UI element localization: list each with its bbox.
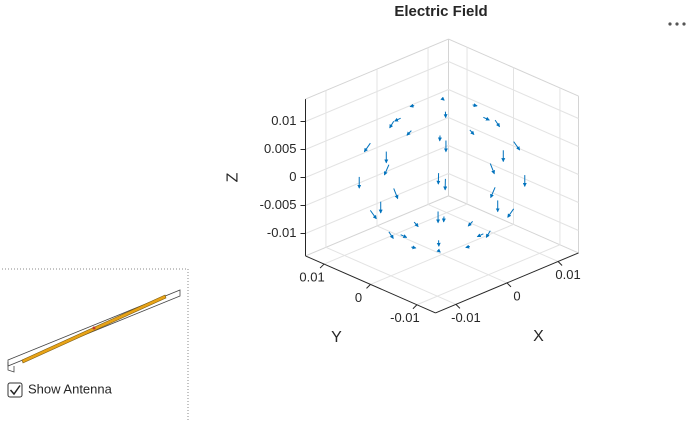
z-tick-label: 0.005 <box>264 141 297 156</box>
grid-line <box>448 89 579 147</box>
y-tick-label: 0.01 <box>299 269 324 284</box>
x-tick-label: 0 <box>513 288 520 303</box>
field-arrow <box>507 208 515 218</box>
field-arrow <box>400 234 408 238</box>
field-arrow <box>363 142 371 153</box>
x-tick <box>455 303 461 309</box>
x-tick <box>557 261 563 266</box>
field-arrow <box>413 221 419 228</box>
grid-line <box>370 223 514 285</box>
more-options[interactable] <box>668 22 686 26</box>
show-antenna-checkbox[interactable]: Show Antenna <box>7 381 113 398</box>
antenna-image <box>7 289 181 373</box>
checkbox-label: Show Antenna <box>28 381 113 396</box>
grid-line <box>305 145 449 206</box>
field-arrow <box>388 231 394 239</box>
y-tick <box>319 263 325 269</box>
field-arrow <box>490 187 496 199</box>
y-tick <box>412 304 418 310</box>
y-tick-label: 0 <box>355 290 362 305</box>
field-arrow <box>465 244 470 249</box>
field-arrow <box>483 116 490 121</box>
field-arrow <box>513 141 521 151</box>
y-tick <box>366 284 371 289</box>
z-axis-label: Z <box>225 172 242 182</box>
field-arrow <box>406 130 412 136</box>
x-tick-label: 0.01 <box>555 267 580 282</box>
antenna-panel <box>0 268 189 422</box>
grid-line <box>448 117 579 175</box>
field-arrow <box>469 129 475 136</box>
grid-line <box>305 173 449 234</box>
grid-line <box>448 145 579 203</box>
grid-line <box>448 173 579 231</box>
x-axis-label: X <box>533 328 544 345</box>
field-arrow <box>393 188 399 200</box>
grid-line <box>448 61 579 119</box>
field-arrow <box>383 164 390 176</box>
field-arrow <box>394 117 401 122</box>
field-arrow <box>489 163 495 175</box>
grid-line <box>305 61 449 122</box>
z-tick-label: 0 <box>289 169 296 184</box>
x-tick <box>506 282 512 288</box>
field-arrow <box>369 210 377 220</box>
y-tick-label: -0.01 <box>390 310 420 325</box>
field-arrow <box>494 119 500 128</box>
grid-line <box>416 244 561 306</box>
grid-line <box>305 117 449 178</box>
field-arrow <box>476 233 484 238</box>
grid-line <box>323 203 468 265</box>
z-tick-label: -0.01 <box>267 225 297 240</box>
field-arrow <box>409 103 415 108</box>
z-tick-label: 0.01 <box>271 113 296 128</box>
field-arrow <box>467 221 474 227</box>
field-arrow <box>472 103 478 108</box>
z-tick-label: -0.005 <box>260 197 297 212</box>
grid-line <box>305 89 449 150</box>
chart-title: Electric Field <box>394 3 487 20</box>
x-tick-label: -0.01 <box>451 310 481 325</box>
field-arrow <box>411 245 417 250</box>
field-arrow <box>485 230 491 238</box>
y-axis-label: Y <box>331 329 342 346</box>
field-arrow <box>389 120 395 129</box>
